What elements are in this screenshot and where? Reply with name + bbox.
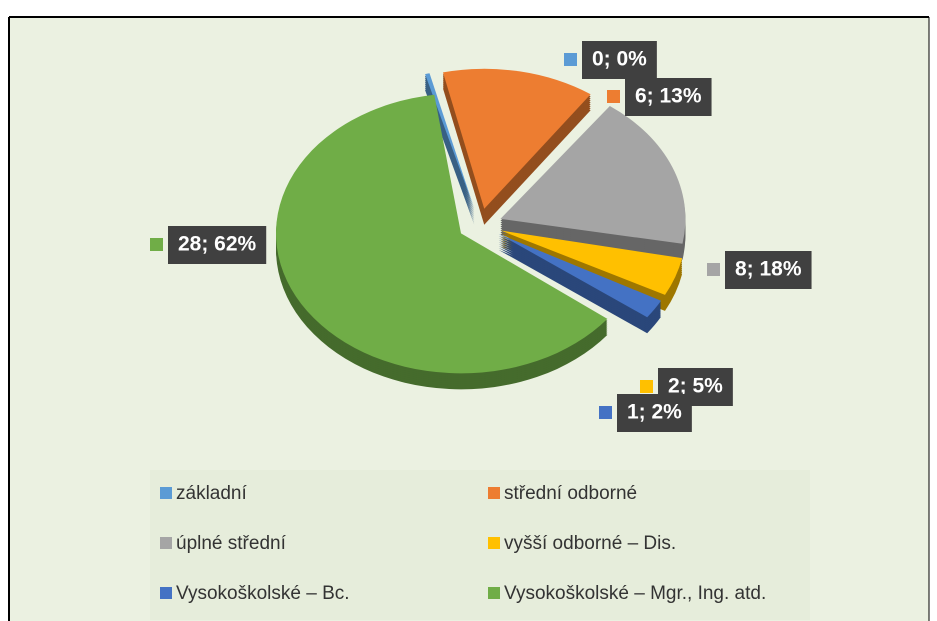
legend-label: vyšší odborné – Dis. (504, 533, 676, 554)
legend-swatch (160, 487, 172, 499)
legend-swatch (160, 537, 172, 549)
label-box (617, 394, 692, 432)
label-box (582, 41, 657, 79)
label-box (725, 251, 812, 289)
slice (498, 233, 662, 318)
slice (425, 73, 475, 210)
label-key (707, 263, 720, 276)
data-label: 1; 2% (627, 401, 682, 424)
label-box (168, 226, 267, 264)
slice (442, 68, 591, 209)
legend-area (150, 470, 810, 620)
legend-swatch (488, 587, 500, 599)
data-label: 8; 18% (735, 258, 802, 281)
label-key (150, 238, 163, 251)
legend-swatch (160, 587, 172, 599)
legend-swatch (488, 537, 500, 549)
label-key (564, 53, 577, 66)
legend-label: Vysokoškolské – Mgr., Ing. atd. (504, 583, 766, 604)
label-key (607, 90, 620, 103)
slice (500, 230, 683, 295)
data-label: 28; 62% (178, 233, 257, 256)
slice (500, 105, 686, 244)
legend-swatch (488, 487, 500, 499)
data-label: 6; 13% (635, 85, 702, 108)
legend-label: základní (176, 483, 247, 504)
legend-label: Vysokoškolské – Bc. (176, 583, 350, 604)
data-label: 2; 5% (668, 375, 723, 398)
slice-side (425, 75, 475, 212)
data-label: 0; 0% (592, 48, 647, 71)
slice (276, 94, 608, 374)
label-key (599, 406, 612, 419)
legend-label: úplné střední (176, 533, 287, 554)
label-key (640, 380, 653, 393)
legend-label: střední odborné (504, 483, 637, 504)
label-box (625, 78, 712, 116)
